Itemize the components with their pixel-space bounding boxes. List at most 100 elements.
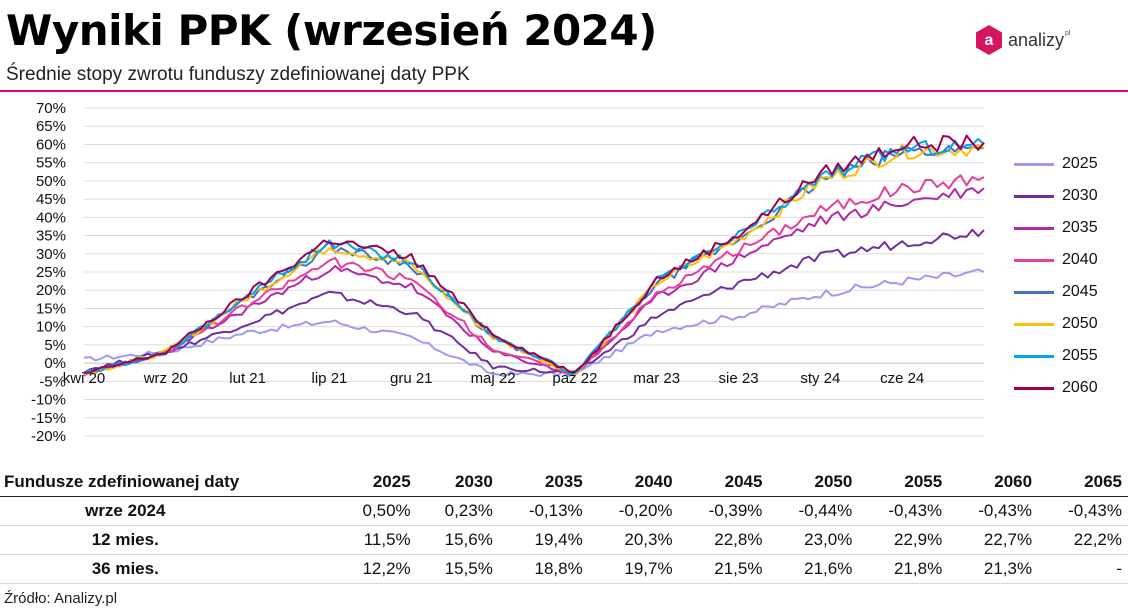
x-tick-label: wrz 20: [143, 370, 188, 387]
x-tick-label: paź 22: [552, 370, 597, 387]
series-line-2030: [83, 228, 985, 375]
x-tick-label: kwi 20: [63, 370, 106, 387]
x-tick-label: maj 22: [471, 370, 516, 387]
legend-label: 2025: [1062, 155, 1098, 172]
table-cell: -0,44%: [768, 496, 859, 526]
chart-gridlines: [84, 107, 984, 437]
table-row-label: 12 mies.: [0, 525, 335, 555]
table-header-row: Fundusze zdefiniowanej daty 2025 2030 2035 2…: [0, 468, 1128, 497]
table-cell: 0,50%: [334, 496, 417, 526]
svg-text:a: a: [985, 32, 994, 49]
y-tick-label: 35%: [36, 228, 66, 245]
table-cell: 15,6%: [416, 525, 499, 555]
legend-item-2030: 2030: [1014, 180, 1098, 212]
legend-item-2025: 2025: [1014, 148, 1098, 180]
table-column-header: 2045: [678, 468, 769, 497]
table-cell: -: [1038, 554, 1128, 584]
legend-swatch: [1014, 290, 1054, 294]
legend-label: 2030: [1062, 187, 1098, 204]
table-column-header: 2040: [588, 468, 679, 497]
y-tick-label: 30%: [36, 246, 66, 263]
legend-swatch: [1014, 162, 1054, 166]
legend-item-2045: 2045: [1014, 276, 1098, 308]
y-tick-label: 10%: [36, 319, 66, 336]
analizy-logo[interactable]: a analizypl: [976, 24, 1070, 56]
y-tick-label: 0%: [44, 355, 66, 372]
chart-subtitle: Średnie stopy zwrotu funduszy zdefiniowa…: [6, 64, 470, 85]
legend-swatch: [1014, 386, 1054, 390]
source-note: Źródło: Analizy.pl: [4, 590, 118, 607]
title-divider: [0, 90, 1128, 92]
x-tick-label: sty 24: [800, 370, 840, 387]
y-tick-label: 25%: [36, 264, 66, 281]
y-tick-label: 45%: [36, 191, 66, 208]
x-tick-label: mar 23: [633, 370, 680, 387]
table-row: 36 mies. 12,2% 15,5% 18,8% 19,7% 21,5% 21,6% 21…: [0, 554, 1128, 584]
table-row: wrze 2024 0,50% 0,23% -0,13% -0,20% -0,39% -0,…: [0, 496, 1128, 526]
table-cell: -0,20%: [588, 496, 679, 526]
x-axis-tick-labels: kwi 20 wrz 20 lut 21 lip 21 gru 21 maj 22 paź …: [63, 370, 925, 387]
table-cell: 22,7%: [948, 525, 1039, 555]
y-tick-label: 20%: [36, 282, 66, 299]
legend-label: 2045: [1062, 283, 1098, 300]
x-tick-label: cze 24: [880, 370, 924, 387]
y-tick-label: 50%: [36, 173, 66, 190]
legend-label: 2050: [1062, 315, 1098, 332]
y-tick-label: 15%: [36, 300, 66, 317]
x-tick-label: sie 23: [719, 370, 759, 387]
logo-text: analizypl: [1008, 29, 1071, 50]
series-line-2035: [83, 187, 985, 377]
series-line-2040: [83, 174, 985, 377]
page-title: Wyniki PPK (wrzesień 2024): [6, 6, 657, 55]
table-cell: 12,2%: [334, 554, 417, 584]
table-row-label: 36 mies.: [0, 554, 335, 584]
series-line-2050: [83, 143, 985, 376]
y-tick-label: -10%: [31, 392, 66, 409]
series-line-2060: [83, 134, 985, 374]
legend-swatch: [1014, 354, 1054, 358]
table-cell: 21,8%: [858, 554, 949, 584]
table-row: 12 mies. 11,5% 15,6% 19,4% 20,3% 22,8% 23,0% 22…: [0, 525, 1128, 555]
table-cell: 22,8%: [678, 525, 769, 555]
legend-item-2050: 2050: [1014, 308, 1098, 340]
y-tick-label: -15%: [31, 410, 66, 427]
y-tick-label: -20%: [31, 428, 66, 445]
table-column-header: 2030: [416, 468, 499, 497]
x-tick-label: lip 21: [312, 370, 348, 387]
legend-swatch: [1014, 194, 1054, 198]
legend-swatch: [1014, 226, 1054, 230]
table-cell: -0,39%: [678, 496, 769, 526]
analizy-logo-icon: a: [976, 25, 1002, 55]
legend-item-2035: 2035: [1014, 212, 1098, 244]
table-row-label: wrze 2024: [0, 496, 335, 526]
chart-legend: 2025 2030 2035 2040 2045 2050 2055 2060: [1014, 148, 1098, 404]
table-cell: -0,13%: [498, 496, 589, 526]
y-tick-label: 5%: [44, 337, 66, 354]
table-column-header: 2025: [334, 468, 417, 497]
table-cell: 0,23%: [416, 496, 499, 526]
table-cell: -0,43%: [1038, 496, 1128, 526]
table-header-label: Fundusze zdefiniowanej daty: [0, 468, 335, 497]
table-column-header: 2060: [948, 468, 1039, 497]
table-cell: 20,3%: [588, 525, 679, 555]
x-tick-label: gru 21: [390, 370, 433, 387]
series-line-2025: [83, 268, 985, 378]
legend-item-2060: 2060: [1014, 372, 1098, 404]
series-line-2045: [83, 144, 985, 376]
table-cell: 19,4%: [498, 525, 589, 555]
table-cell: 22,2%: [1038, 525, 1128, 555]
table-cell: 18,8%: [498, 554, 589, 584]
table-column-header: 2050: [768, 468, 859, 497]
table-cell: 21,6%: [768, 554, 859, 584]
y-tick-label: 40%: [36, 209, 66, 226]
legend-swatch: [1014, 322, 1054, 326]
table-cell: 19,7%: [588, 554, 679, 584]
table-column-header: 2055: [858, 468, 949, 497]
legend-label: 2035: [1062, 219, 1098, 236]
y-tick-label: 70%: [36, 100, 66, 117]
legend-label: 2040: [1062, 251, 1098, 268]
table-cell: -0,43%: [858, 496, 949, 526]
chart-series: [83, 134, 985, 378]
line-chart: 70%65%60% 55%50%45%40% 35%30%25%20%15% 10%5…: [31, 100, 985, 445]
table-cell: 11,5%: [334, 525, 417, 555]
